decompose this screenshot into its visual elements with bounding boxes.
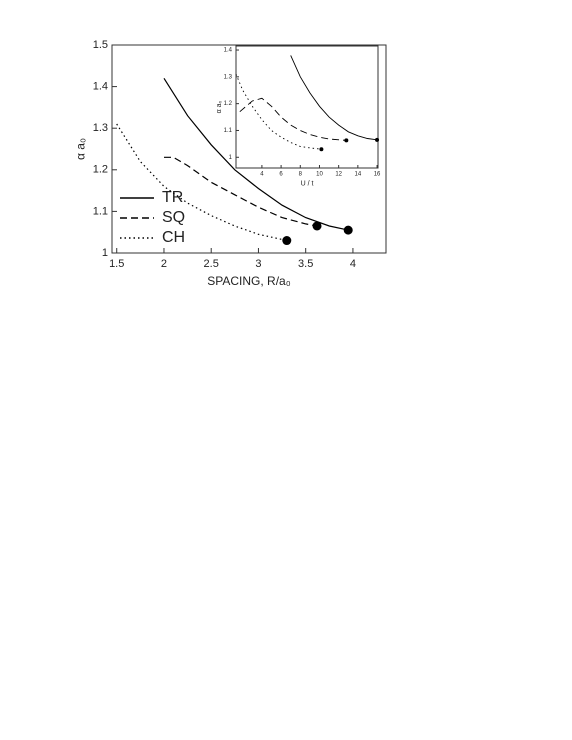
- x-tick-label: 4: [350, 258, 356, 270]
- legend-label: TR: [162, 189, 183, 206]
- x-tick-label: 3.5: [298, 258, 313, 270]
- y-tick-label: 1.2: [224, 101, 233, 107]
- x-tick-label: 6: [279, 172, 283, 178]
- x-tick-label: 8: [299, 172, 303, 178]
- x-tick-label: 1.5: [109, 258, 124, 270]
- x-tick-label: 16: [374, 172, 381, 178]
- x-tick-label: 12: [335, 172, 342, 178]
- endpoint-marker: [343, 225, 353, 235]
- series-line: [164, 156, 318, 227]
- y-axis-label: α a₀: [73, 138, 87, 160]
- plot-frame: [235, 45, 379, 169]
- series-line: [235, 74, 322, 150]
- y-tick-label: 1: [229, 155, 233, 161]
- endpoint-marker: [319, 147, 324, 152]
- y-tick-label: 1.1: [224, 128, 233, 134]
- endpoint-marker: [375, 137, 380, 142]
- endpoint-marker: [344, 138, 349, 143]
- y-tick-label: 1: [102, 247, 108, 259]
- y-tick-label: 1.1: [93, 205, 108, 217]
- x-axis-label: SPACING, R/a₀: [207, 274, 290, 288]
- y-tick-label: 1.5: [93, 39, 108, 51]
- legend-label: CH: [162, 229, 185, 246]
- y-axis-label: α a₀: [216, 101, 223, 114]
- series-line: [163, 77, 349, 231]
- x-tick-label: 4: [260, 172, 264, 178]
- series-line: [290, 55, 378, 141]
- legend-label: SQ: [162, 209, 185, 226]
- y-tick-label: 1.2: [93, 164, 108, 176]
- x-tick-label: 3: [255, 258, 261, 270]
- series-line: [239, 97, 347, 141]
- x-tick-label: 2.5: [204, 258, 219, 270]
- y-tick-label: 1.4: [93, 81, 108, 93]
- x-tick-label: 10: [316, 172, 323, 178]
- y-tick-label: 1.4: [224, 48, 233, 54]
- x-tick-label: 14: [355, 172, 362, 178]
- x-tick-label: 2: [161, 258, 167, 270]
- x-axis-label: U / t: [301, 180, 314, 187]
- y-tick-label: 1.3: [93, 122, 108, 134]
- y-tick-label: 1.3: [224, 74, 233, 80]
- endpoint-marker: [312, 221, 322, 231]
- endpoint-marker: [282, 236, 292, 246]
- series-line: [116, 123, 287, 242]
